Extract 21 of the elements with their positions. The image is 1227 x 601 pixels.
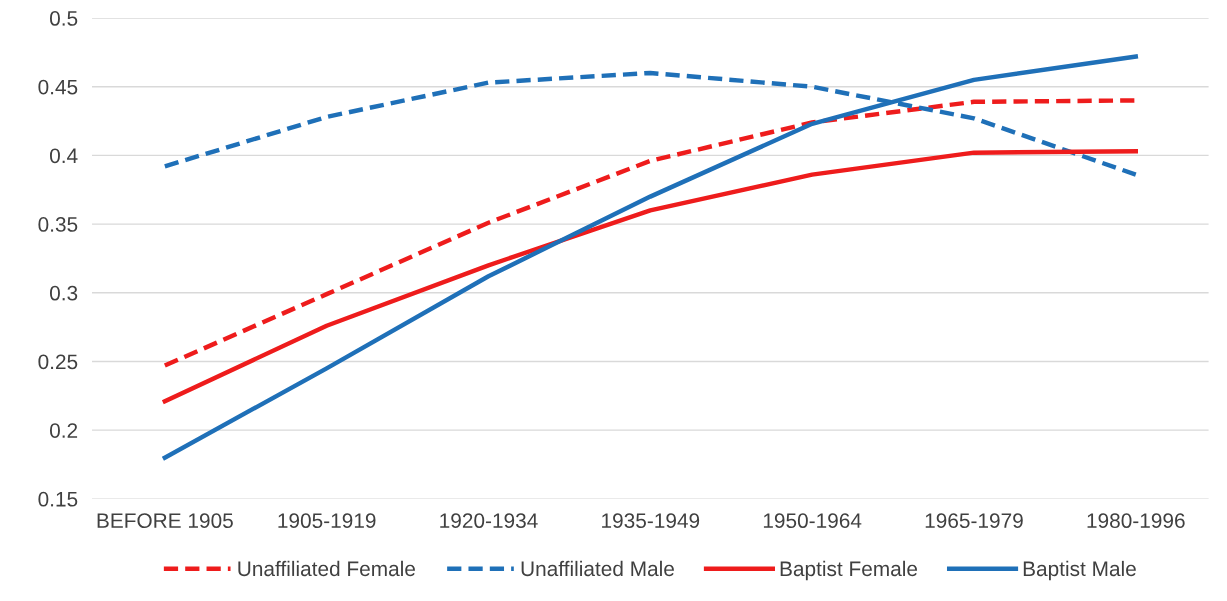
y-tick-label: 0.15 — [38, 491, 78, 507]
x-tick-label: 1905-1919 — [278, 513, 376, 529]
y-tick-label: 0.4 — [49, 148, 78, 164]
y-tick-label: 0.35 — [38, 217, 78, 232]
x-tick-label: 1920-1934 — [440, 513, 538, 529]
x-tick-label: 1935-1949 — [602, 513, 700, 529]
y-tick-label: 0.3 — [49, 285, 78, 301]
legend-label: Unaffiliated Male — [521, 560, 674, 577]
x-tick-label: 1965-1979 — [925, 513, 1023, 529]
y-tick-label: 0.5 — [49, 11, 78, 26]
line-series — [162, 149, 1138, 404]
y-tick-label: 0.45 — [38, 79, 78, 95]
legend-label: Baptist Male — [1023, 560, 1136, 581]
x-tick-label: 1980-1996 — [1087, 513, 1185, 529]
y-tick-label: 0.25 — [38, 354, 78, 370]
line-series — [162, 54, 1138, 460]
legend-label: Baptist Female — [780, 560, 918, 581]
legend-label: Unaffiliated Female — [238, 560, 415, 577]
x-tick-label: BEFORE 1905 — [97, 513, 233, 529]
x-tick-label: 1950-1964 — [763, 513, 862, 529]
y-tick-label: 0.2 — [49, 423, 78, 438]
